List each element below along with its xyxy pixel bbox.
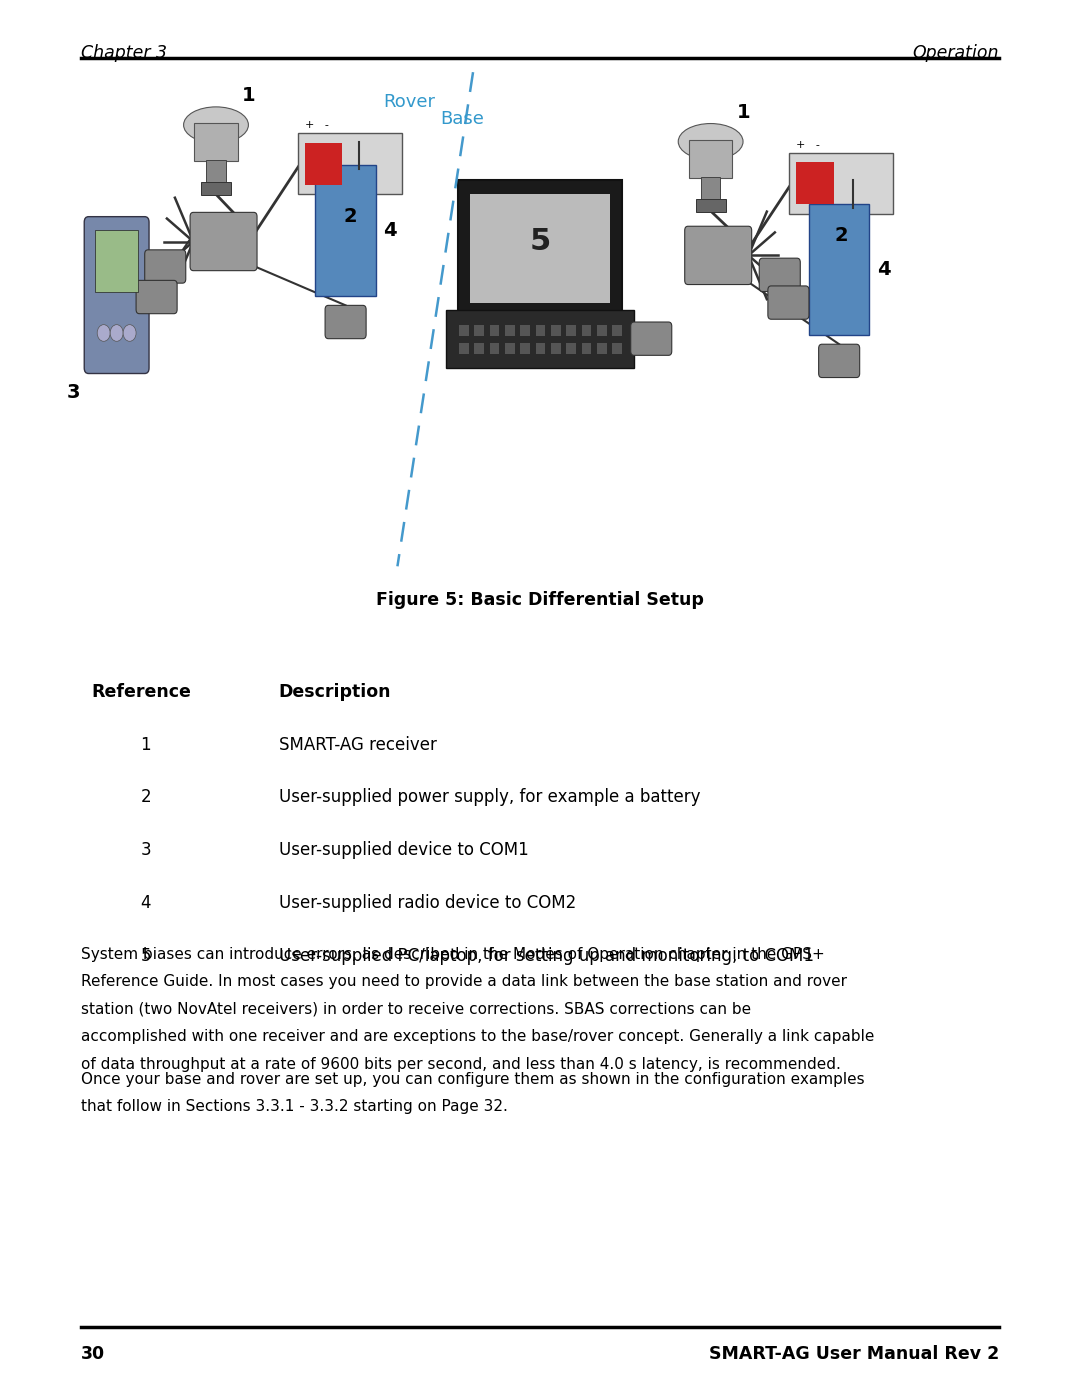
Text: 5: 5 <box>529 228 551 255</box>
Text: Reference Guide. In most cases you need to provide a data link between the base : Reference Guide. In most cases you need … <box>81 974 847 990</box>
FancyBboxPatch shape <box>471 194 609 303</box>
FancyBboxPatch shape <box>759 258 800 291</box>
FancyBboxPatch shape <box>796 162 834 204</box>
Text: +   -: + - <box>305 121 328 130</box>
FancyBboxPatch shape <box>582 325 592 336</box>
Text: Chapter 3: Chapter 3 <box>81 44 167 61</box>
FancyBboxPatch shape <box>551 343 561 354</box>
Text: Base: Base <box>441 110 485 128</box>
FancyBboxPatch shape <box>612 325 622 336</box>
FancyBboxPatch shape <box>459 325 469 336</box>
Text: 1: 1 <box>140 736 151 754</box>
Text: User-supplied radio device to COM2: User-supplied radio device to COM2 <box>279 894 576 912</box>
FancyBboxPatch shape <box>206 160 226 183</box>
Text: +   -: + - <box>796 140 820 150</box>
FancyBboxPatch shape <box>689 140 732 178</box>
Text: Once your base and rover are set up, you can configure them as shown in the conf: Once your base and rover are set up, you… <box>81 1072 865 1087</box>
FancyBboxPatch shape <box>696 198 726 212</box>
Text: Rover: Rover <box>383 93 435 111</box>
FancyBboxPatch shape <box>474 343 484 354</box>
FancyBboxPatch shape <box>201 182 231 196</box>
Text: 30: 30 <box>81 1345 105 1363</box>
Text: 4: 4 <box>383 221 397 240</box>
Text: 1: 1 <box>737 103 751 122</box>
FancyBboxPatch shape <box>521 325 530 336</box>
FancyBboxPatch shape <box>446 310 634 368</box>
Text: 5: 5 <box>140 947 151 965</box>
FancyBboxPatch shape <box>505 343 515 354</box>
FancyBboxPatch shape <box>325 305 366 339</box>
FancyBboxPatch shape <box>84 217 149 373</box>
FancyBboxPatch shape <box>536 325 545 336</box>
FancyBboxPatch shape <box>474 325 484 336</box>
Text: User-supplied PC/laptop, for setting up and monitoring, to COM1: User-supplied PC/laptop, for setting up … <box>279 947 813 965</box>
Text: Figure 5: Basic Differential Setup: Figure 5: Basic Differential Setup <box>376 591 704 609</box>
FancyBboxPatch shape <box>521 343 530 354</box>
Ellipse shape <box>184 107 248 143</box>
FancyBboxPatch shape <box>459 343 469 354</box>
FancyBboxPatch shape <box>489 325 499 336</box>
Text: Reference: Reference <box>92 683 191 701</box>
FancyBboxPatch shape <box>631 322 672 355</box>
Text: station (two NovAtel receivers) in order to receive corrections. SBAS correction: station (two NovAtel receivers) in order… <box>81 1002 751 1016</box>
FancyBboxPatch shape <box>536 343 545 354</box>
Ellipse shape <box>678 124 743 160</box>
Text: Operation: Operation <box>913 44 999 61</box>
FancyBboxPatch shape <box>458 180 622 316</box>
FancyBboxPatch shape <box>489 343 499 354</box>
FancyBboxPatch shape <box>597 343 607 354</box>
Text: 3: 3 <box>67 383 80 401</box>
Circle shape <box>97 325 110 341</box>
FancyBboxPatch shape <box>566 325 576 336</box>
FancyBboxPatch shape <box>145 250 186 283</box>
FancyBboxPatch shape <box>505 325 515 336</box>
Text: 4: 4 <box>140 894 151 912</box>
Text: User-supplied device to COM1: User-supplied device to COM1 <box>279 841 528 859</box>
Text: 3: 3 <box>140 841 151 859</box>
FancyBboxPatch shape <box>194 124 238 161</box>
FancyBboxPatch shape <box>768 286 809 319</box>
FancyBboxPatch shape <box>551 325 561 336</box>
Text: 2: 2 <box>343 207 356 226</box>
FancyBboxPatch shape <box>819 344 860 378</box>
FancyBboxPatch shape <box>612 343 622 354</box>
FancyBboxPatch shape <box>305 143 342 185</box>
FancyBboxPatch shape <box>136 280 177 314</box>
Text: User-supplied power supply, for example a battery: User-supplied power supply, for example … <box>279 788 700 806</box>
Text: 2: 2 <box>140 788 151 806</box>
Text: Description: Description <box>279 683 391 701</box>
Text: accomplished with one receiver and are exceptions to the base/rover concept. Gen: accomplished with one receiver and are e… <box>81 1029 875 1044</box>
FancyBboxPatch shape <box>597 325 607 336</box>
FancyBboxPatch shape <box>809 204 869 335</box>
Text: that follow in Sections 3.3.1 - 3.3.2 starting on Page 32.: that follow in Sections 3.3.1 - 3.3.2 st… <box>81 1099 508 1115</box>
Text: 2: 2 <box>835 226 848 246</box>
FancyBboxPatch shape <box>298 133 402 194</box>
Text: System biases can introduce errors, as described in the Modes of Operation chapt: System biases can introduce errors, as d… <box>81 947 825 962</box>
Text: SMART-AG receiver: SMART-AG receiver <box>279 736 436 754</box>
FancyBboxPatch shape <box>789 153 893 214</box>
FancyBboxPatch shape <box>701 176 720 200</box>
Text: 4: 4 <box>877 260 891 279</box>
Circle shape <box>123 325 136 341</box>
Text: 1: 1 <box>242 86 256 105</box>
FancyBboxPatch shape <box>582 343 592 354</box>
Circle shape <box>110 325 123 341</box>
FancyBboxPatch shape <box>685 226 752 285</box>
Text: of data throughput at a rate of 9600 bits per second, and less than 4.0 s latenc: of data throughput at a rate of 9600 bit… <box>81 1056 841 1072</box>
FancyBboxPatch shape <box>95 229 138 293</box>
FancyBboxPatch shape <box>566 343 576 354</box>
Text: SMART-AG User Manual Rev 2: SMART-AG User Manual Rev 2 <box>708 1345 999 1363</box>
FancyBboxPatch shape <box>315 165 376 296</box>
FancyBboxPatch shape <box>190 212 257 271</box>
